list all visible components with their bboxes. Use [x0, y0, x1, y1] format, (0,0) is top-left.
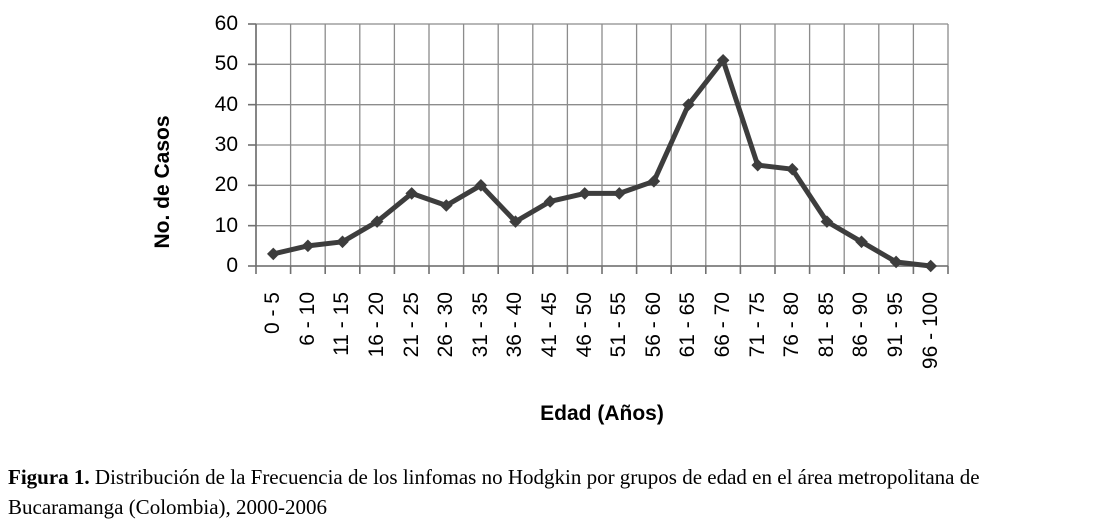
- x-tick-label: 61 - 65: [676, 292, 700, 358]
- y-tick-label: 0: [226, 254, 238, 277]
- x-tick-label: 91 - 95: [884, 292, 908, 358]
- x-tick-label: 86 - 90: [849, 292, 873, 358]
- diamond-marker: [786, 162, 799, 176]
- diamond-marker: [889, 255, 903, 269]
- x-tick-cell: 31 - 35: [464, 292, 499, 404]
- x-tick-cell: 56 - 60: [637, 292, 672, 404]
- x-tick-cell: 46 - 50: [567, 292, 602, 404]
- x-tick-cell: 36 - 40: [498, 292, 533, 404]
- data-point-markers: [267, 54, 937, 273]
- diamond-marker: [855, 235, 868, 249]
- x-axis-tick-labels: 0 - 5 6 - 10 11 - 15 16 - 20 21 - 25 26 - 30 3…: [256, 292, 948, 404]
- diamond-marker: [336, 235, 349, 249]
- diamond-marker: [820, 215, 834, 228]
- diamond-marker: [647, 175, 661, 188]
- y-tick-label: 50: [214, 52, 238, 76]
- x-tick-cell: 76 - 80: [775, 292, 810, 404]
- gridlines: [255, 23, 949, 267]
- axes-and-ticks: [248, 23, 949, 274]
- x-tick-cell: 61 - 65: [671, 292, 706, 404]
- diamond-marker: [474, 179, 488, 192]
- x-tick-label: 21 - 25: [399, 292, 423, 358]
- diamond-marker: [924, 259, 937, 273]
- x-tick-cell: 41 - 45: [533, 292, 568, 404]
- x-tick-cell: 96 - 100: [913, 292, 948, 404]
- x-tick-cell: 66 - 70: [706, 292, 741, 404]
- line-chart-plot: [248, 23, 949, 274]
- x-tick-label: 31 - 35: [468, 292, 492, 358]
- x-tick-cell: 21 - 25: [394, 292, 429, 404]
- caption-figure-number: Figura 1.: [8, 465, 90, 489]
- x-tick-cell: 6 - 10: [291, 292, 326, 404]
- x-tick-label: 56 - 60: [641, 292, 665, 358]
- x-tick-cell: 91 - 95: [879, 292, 914, 404]
- diamond-marker: [440, 199, 453, 212]
- x-tick-label: 0 - 5: [261, 292, 285, 335]
- x-axis-title: Edad (Años): [540, 402, 664, 425]
- y-tick-label: 40: [214, 92, 238, 116]
- diamond-marker: [267, 247, 280, 261]
- x-tick-cell: 51 - 55: [602, 292, 637, 404]
- x-tick-label: 16 - 20: [365, 292, 389, 358]
- diamond-marker: [578, 187, 591, 200]
- x-tick-label: 6 - 10: [295, 292, 319, 346]
- x-tick-cell: 11 - 15: [325, 292, 360, 404]
- x-tick-label: 11 - 15: [330, 292, 354, 356]
- caption-text: Distribución de la Frecuencia de los lin…: [8, 465, 980, 519]
- x-tick-cell: 26 - 30: [429, 292, 464, 404]
- x-tick-cell: 71 - 75: [740, 292, 775, 404]
- diamond-marker: [613, 187, 626, 200]
- x-tick-label: 36 - 40: [503, 292, 527, 358]
- y-tick-label: 10: [214, 213, 238, 237]
- x-tick-cell: 86 - 90: [844, 292, 879, 404]
- x-tick-label: 71 - 75: [745, 292, 769, 358]
- diamond-marker: [301, 239, 315, 253]
- diamond-marker: [751, 158, 764, 172]
- diamond-marker: [543, 195, 557, 208]
- data-line-series: [272, 57, 931, 269]
- x-tick-label: 46 - 50: [572, 292, 596, 358]
- diamond-marker: [405, 187, 418, 200]
- x-tick-cell: 0 - 5: [256, 292, 291, 404]
- x-tick-label: 81 - 85: [814, 292, 838, 358]
- diamond-marker: [370, 215, 384, 228]
- x-tick-label: 41 - 45: [538, 292, 562, 358]
- diamond-marker: [716, 54, 730, 67]
- y-tick-label: 60: [214, 12, 238, 35]
- x-tick-cell: 81 - 85: [810, 292, 845, 404]
- x-tick-cell: 16 - 20: [360, 292, 395, 404]
- y-tick-label: 20: [214, 173, 238, 197]
- x-tick-label: 26 - 30: [434, 292, 458, 358]
- y-tick-label: 30: [214, 133, 238, 156]
- figure-caption: Figura 1. Distribución de la Frecuencia …: [8, 462, 1094, 522]
- y-axis-tick-labels: 0 10 20 30 40 50 60: [160, 0, 238, 310]
- x-tick-label: 76 - 80: [780, 292, 804, 358]
- x-tick-label: 66 - 70: [711, 292, 735, 358]
- x-tick-label: 96 - 100: [918, 292, 942, 370]
- x-tick-label: 51 - 55: [607, 292, 631, 358]
